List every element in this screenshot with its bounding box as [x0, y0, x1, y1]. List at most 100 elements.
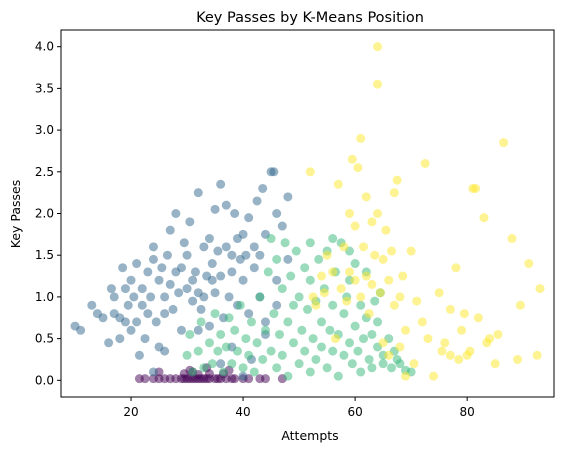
- data-point: [137, 300, 147, 310]
- data-point: [342, 296, 352, 306]
- data-point: [230, 325, 240, 335]
- data-point: [227, 359, 237, 369]
- data-point: [350, 275, 360, 285]
- data-point: [322, 250, 332, 260]
- data-point: [345, 338, 355, 348]
- data-point: [176, 263, 186, 273]
- data-point: [353, 163, 363, 173]
- data-point: [258, 183, 268, 193]
- data-point: [227, 250, 237, 260]
- data-point: [347, 359, 357, 369]
- data-point: [148, 242, 158, 252]
- data-point: [305, 275, 315, 285]
- data-point: [364, 354, 374, 364]
- y-axis: 0.0 0.5 1.0 1.5 2.0 2.5 3.0 3.5 4.0: [35, 40, 61, 387]
- data-point: [87, 300, 97, 310]
- data-point: [378, 359, 388, 369]
- data-point: [182, 250, 192, 260]
- data-point: [283, 192, 293, 202]
- data-point: [106, 284, 116, 294]
- data-point: [311, 354, 321, 364]
- data-point: [252, 338, 262, 348]
- data-point: [238, 363, 248, 373]
- data-point: [266, 346, 276, 356]
- data-point: [165, 279, 175, 289]
- data-point: [373, 209, 383, 218]
- data-point: [210, 204, 220, 214]
- data-point: [98, 313, 108, 323]
- data-point: [249, 367, 259, 377]
- data-point: [401, 371, 411, 381]
- data-point: [423, 334, 433, 344]
- data-point: [350, 259, 360, 269]
- data-point: [409, 359, 419, 369]
- data-point: [308, 292, 318, 302]
- x-tick-label: 40: [235, 405, 250, 419]
- data-point: [356, 133, 366, 143]
- x-tick-label: 60: [347, 405, 362, 419]
- data-point: [367, 217, 377, 227]
- data-point: [524, 259, 534, 269]
- data-point: [193, 188, 203, 198]
- data-point: [244, 309, 254, 319]
- data-point: [345, 209, 355, 218]
- data-point: [269, 167, 279, 177]
- data-point: [311, 300, 321, 310]
- data-point: [162, 250, 172, 260]
- data-point: [221, 342, 231, 352]
- data-point: [288, 300, 298, 310]
- data-point: [305, 367, 315, 377]
- data-point: [359, 334, 369, 344]
- data-point: [345, 267, 355, 277]
- data-point: [286, 271, 296, 281]
- data-point: [457, 325, 467, 335]
- data-point: [291, 246, 301, 256]
- data-point: [328, 267, 338, 277]
- data-point: [216, 359, 226, 369]
- data-point: [367, 279, 377, 289]
- data-point: [280, 238, 290, 248]
- data-point: [165, 225, 175, 235]
- data-point: [182, 350, 192, 360]
- data-point: [364, 309, 374, 319]
- data-point: [451, 263, 461, 273]
- data-point: [143, 267, 153, 277]
- data-point: [272, 254, 282, 264]
- data-point: [305, 238, 315, 248]
- plot-frame: [60, 29, 555, 398]
- data-point: [398, 271, 408, 281]
- data-point: [213, 346, 223, 356]
- data-point: [378, 338, 388, 348]
- data-point: [120, 284, 130, 294]
- data-point: [193, 346, 203, 356]
- y-tick-label: 0.0: [35, 373, 54, 387]
- data-point: [361, 271, 371, 281]
- x-tick-label: 20: [123, 405, 138, 419]
- data-point: [210, 288, 220, 298]
- data-point: [188, 367, 198, 377]
- data-point: [249, 242, 259, 252]
- data-point: [109, 292, 119, 302]
- data-point: [395, 292, 405, 302]
- y-tick-label: 3.5: [35, 81, 54, 95]
- data-point: [434, 288, 444, 298]
- data-point: [392, 175, 402, 185]
- data-point: [347, 154, 357, 164]
- data-point: [188, 296, 198, 306]
- data-point: [244, 350, 254, 360]
- data-point: [244, 213, 254, 223]
- data-point: [118, 263, 128, 273]
- data-point: [132, 259, 142, 269]
- data-point: [350, 221, 360, 231]
- data-point: [459, 309, 469, 319]
- data-point: [140, 374, 150, 384]
- data-point: [535, 284, 545, 294]
- x-axis-label: Attempts: [281, 428, 338, 443]
- data-point: [406, 246, 416, 256]
- data-point: [266, 234, 276, 244]
- points-layer: [70, 42, 545, 384]
- data-point: [227, 267, 237, 277]
- data-point: [157, 263, 167, 273]
- data-point: [204, 234, 214, 244]
- data-point: [401, 325, 411, 335]
